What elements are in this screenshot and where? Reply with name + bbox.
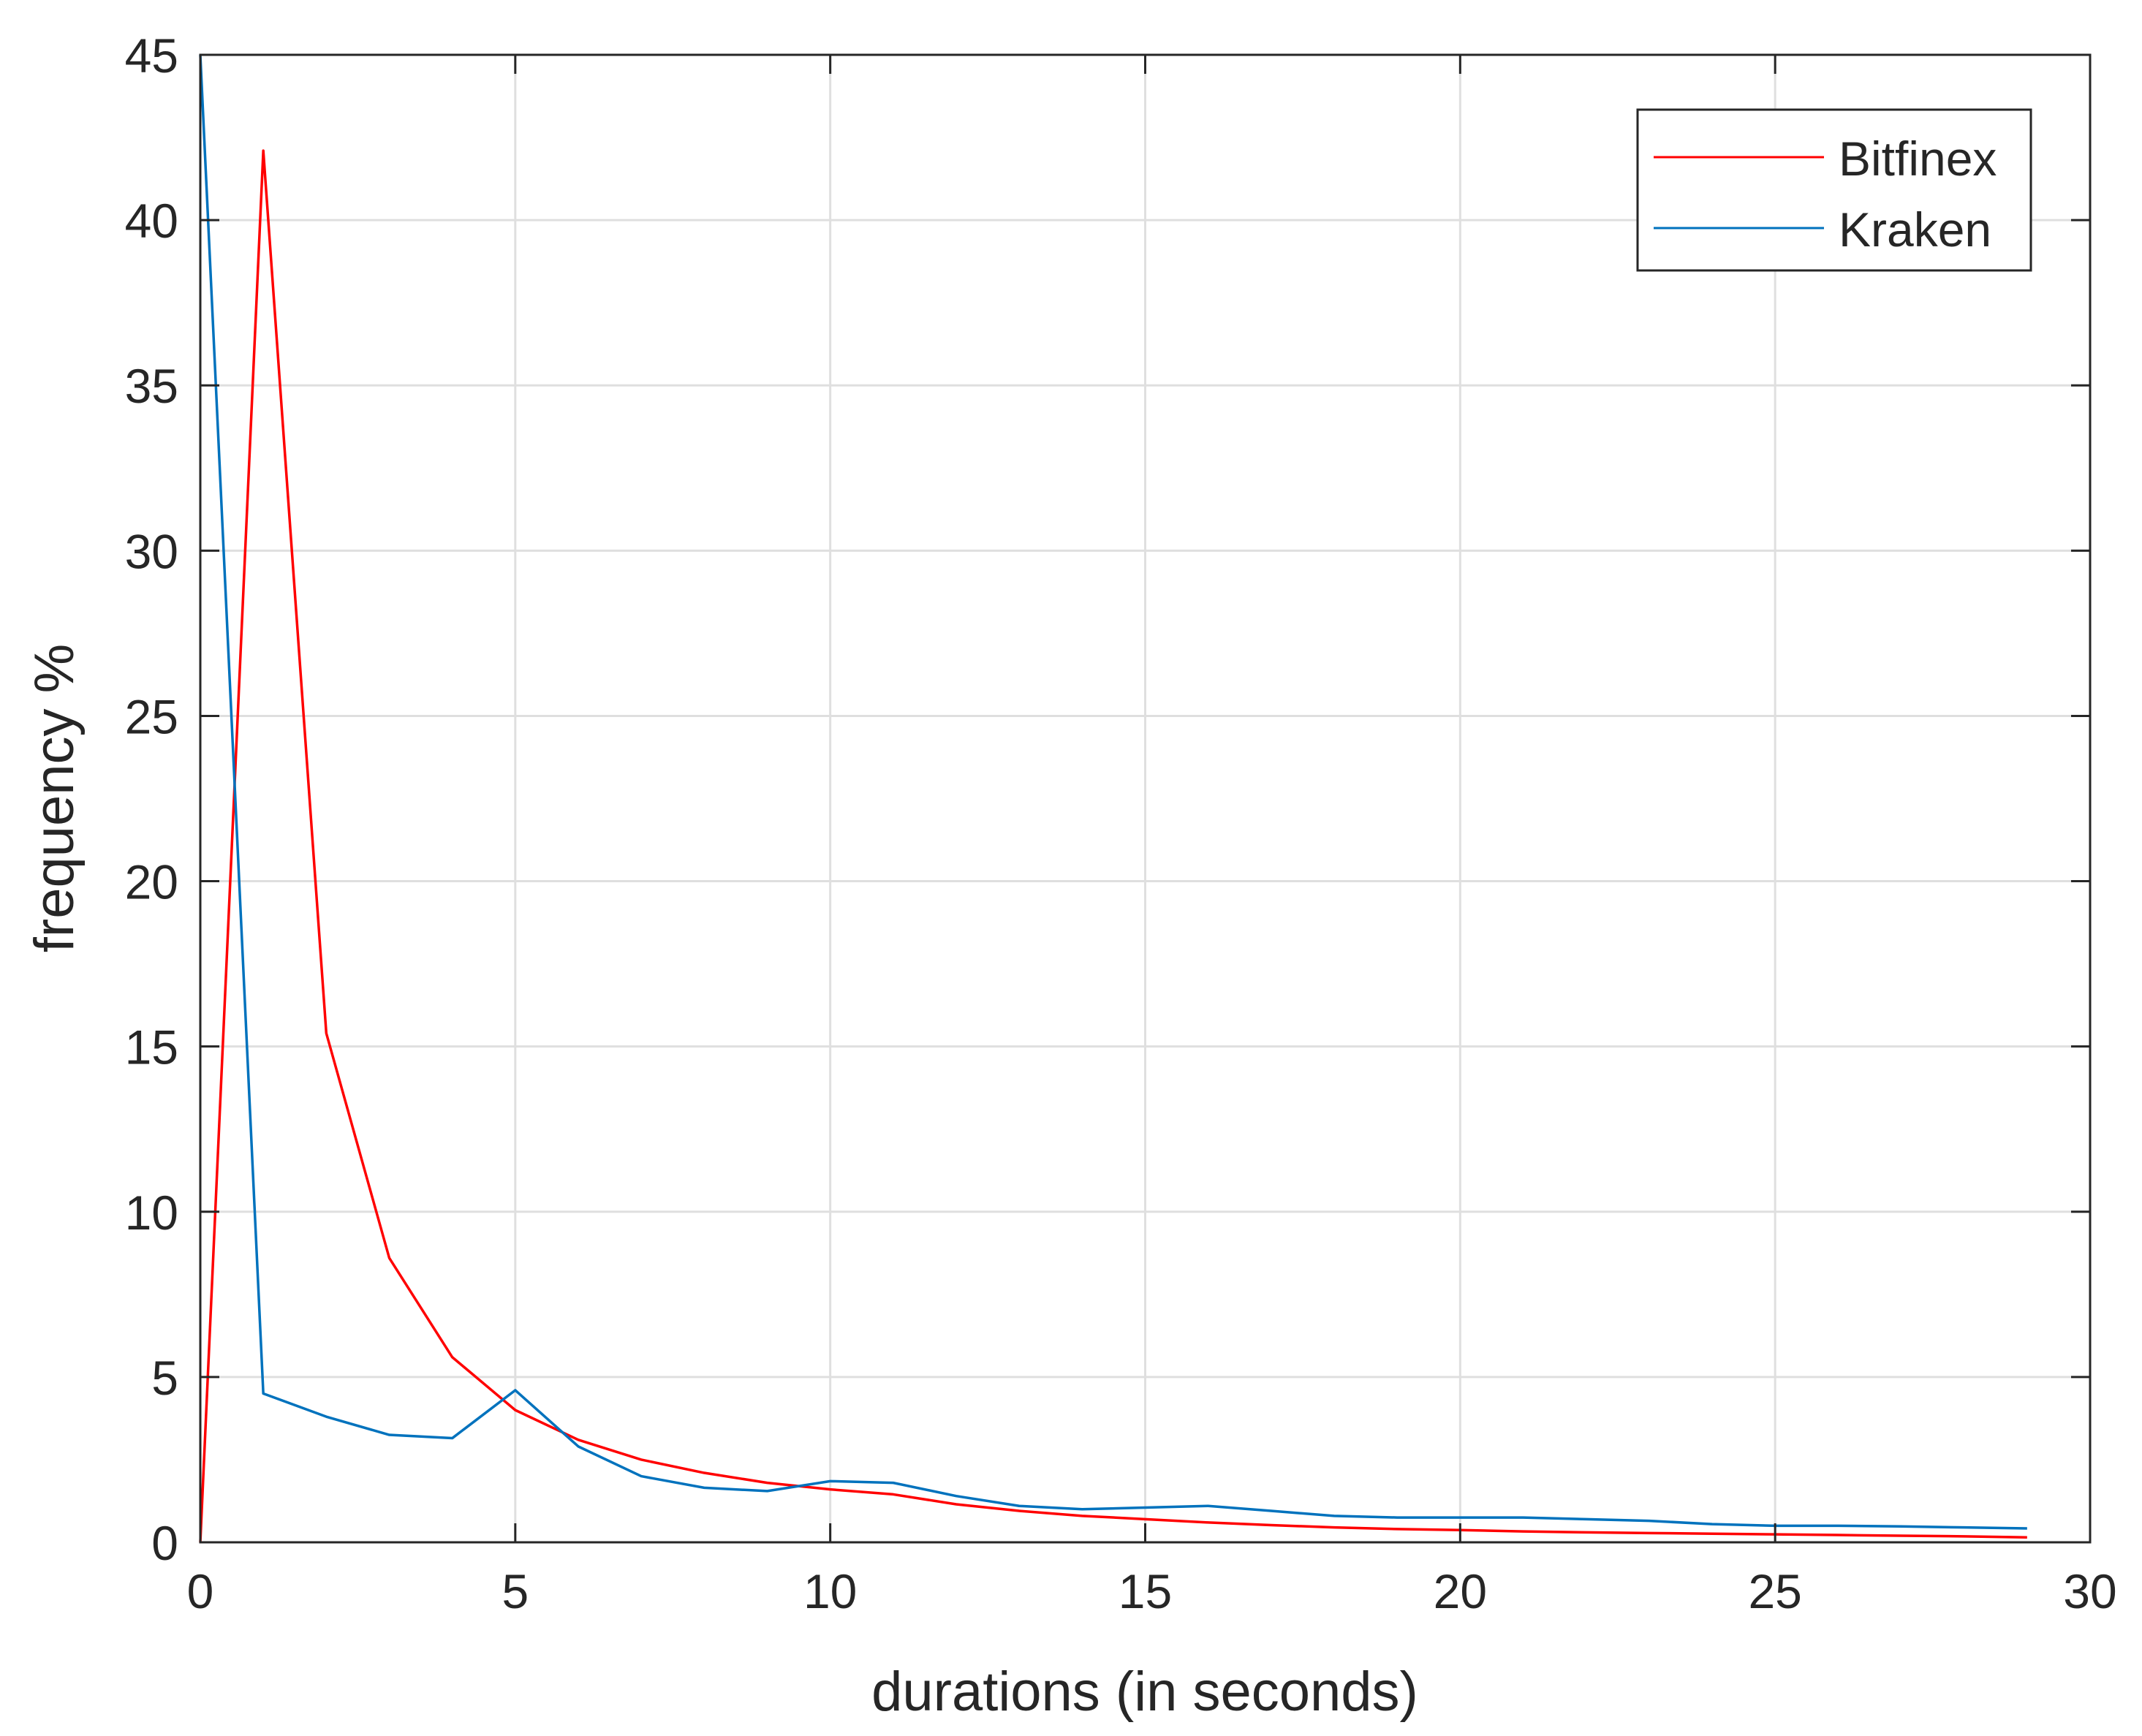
grid-lines xyxy=(200,55,2090,1542)
legend-label-bitfinex: Bitfinex xyxy=(1839,132,1997,186)
y-tick-label: 15 xyxy=(125,1020,178,1074)
y-tick-label: 0 xyxy=(151,1516,178,1570)
y-tick-label: 5 xyxy=(151,1351,178,1405)
y-tick-label: 35 xyxy=(125,359,178,413)
y-tick-label: 30 xyxy=(125,524,178,578)
legend-box xyxy=(1636,108,2032,272)
y-tick-label: 40 xyxy=(125,194,178,248)
legend-label-kraken: Kraken xyxy=(1839,202,1991,257)
x-tick-label: 20 xyxy=(1434,1564,1487,1618)
x-tick-label: 15 xyxy=(1119,1564,1172,1618)
y-axis-label: frequency % xyxy=(23,644,86,952)
y-tick-label: 25 xyxy=(125,689,178,743)
y-tick-label: 20 xyxy=(125,855,178,909)
series-lines xyxy=(199,54,2027,1543)
series-line-kraken xyxy=(199,54,2027,1530)
y-tick-labels: 0 5 10 15 20 25 30 35 40 45 xyxy=(125,29,178,1570)
x-tick-label: 10 xyxy=(803,1564,857,1618)
x-tick-label: 30 xyxy=(2063,1564,2116,1618)
series-line-bitfinex xyxy=(199,149,2027,1543)
y-tick-label: 45 xyxy=(125,29,178,83)
x-tick-label: 0 xyxy=(187,1564,214,1618)
x-tick-label: 5 xyxy=(502,1564,529,1618)
y-tick-label: 10 xyxy=(125,1186,178,1240)
legend: Bitfinex Kraken xyxy=(1636,108,2032,272)
x-tick-labels: 0 5 10 15 20 25 30 xyxy=(187,1564,2117,1618)
x-tick-label: 25 xyxy=(1748,1564,1801,1618)
x-axis-label: durations (in seconds) xyxy=(871,1661,1418,1723)
axis-ticks xyxy=(199,53,2092,1544)
